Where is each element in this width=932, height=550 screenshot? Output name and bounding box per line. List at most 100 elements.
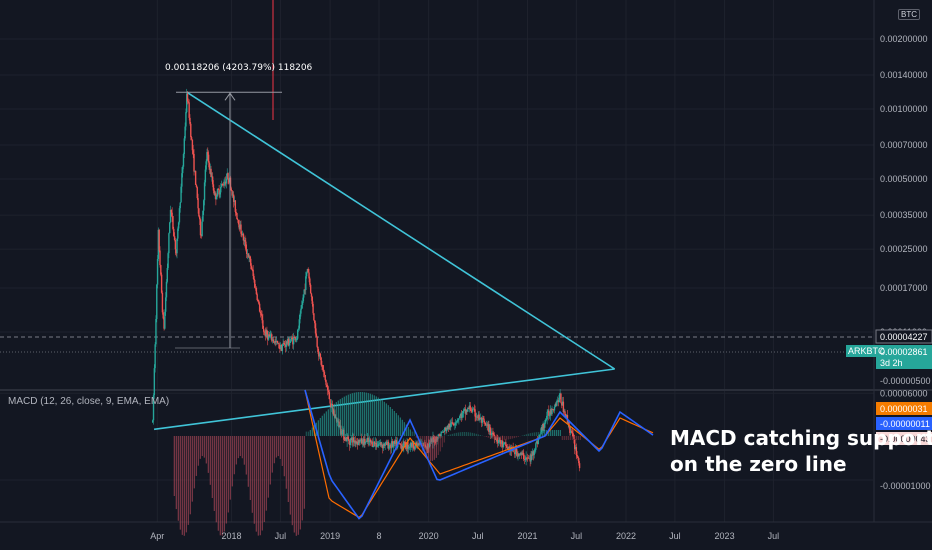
histogram-bar [397, 415, 399, 436]
candle-body [245, 241, 247, 250]
candle-body [533, 450, 535, 456]
candle-body [366, 437, 369, 441]
histogram-bar [301, 436, 303, 521]
histogram-bar [501, 436, 503, 440]
histogram-bar [463, 432, 465, 436]
candle-body [195, 184, 198, 188]
histogram-bar [499, 436, 501, 440]
candle-body [374, 442, 377, 444]
histogram-bar [421, 436, 423, 452]
histogram-bar [343, 396, 345, 436]
candle-body [484, 422, 487, 426]
candle-body [381, 445, 383, 446]
candle-body [442, 431, 445, 433]
histogram-bar [527, 433, 529, 436]
candle-body [469, 405, 471, 410]
candle-body [544, 419, 547, 423]
candle-body [180, 186, 182, 203]
level-tag-text: 0.00004227 [880, 332, 928, 342]
candle-body [284, 344, 286, 345]
histogram-bar [493, 436, 495, 440]
candle-body [503, 442, 505, 444]
candle-body [529, 458, 531, 462]
candle-body [288, 342, 291, 346]
price-tick-label: 0.00100000 [880, 104, 928, 114]
candle-body [279, 348, 281, 350]
annotation-line-1: MACD catching support [670, 426, 932, 450]
candle-body [363, 438, 365, 445]
candle-body [411, 442, 413, 447]
candle-body [296, 338, 298, 340]
candle-body [278, 343, 280, 349]
candle-body [251, 269, 254, 270]
trendline-upper [186, 91, 616, 370]
candle-body [541, 427, 544, 431]
candle-body [271, 334, 273, 341]
candle-body [450, 422, 452, 428]
candle-body [250, 258, 252, 266]
histogram-bar [457, 432, 459, 436]
histogram-bar [531, 432, 533, 436]
candle-body [362, 439, 365, 445]
histogram-bar [453, 433, 455, 436]
time-tick-label: 2022 [616, 531, 636, 541]
histogram-bar [311, 427, 313, 436]
candle-body [310, 293, 313, 297]
candle-body [235, 211, 237, 214]
annotation-notes: MACD catching support on the zero line [670, 426, 932, 476]
candle-body [177, 228, 179, 239]
candle-body [249, 256, 251, 259]
candle-body [477, 414, 480, 418]
candle-body [325, 380, 327, 385]
candle-body [422, 443, 424, 446]
candle-body [480, 417, 482, 419]
candle-body [349, 438, 352, 446]
candle-body [436, 436, 438, 441]
candle-body [360, 438, 363, 444]
candle-body [507, 446, 509, 449]
candle-body [483, 418, 485, 423]
candle-body [266, 330, 268, 335]
time-tick-label: Apr [150, 531, 164, 541]
time-tick-label: 2018 [222, 531, 242, 541]
candle-body [175, 249, 177, 254]
histogram-bar [567, 436, 569, 440]
candle-body [453, 424, 455, 425]
price-axis[interactable]: 0.00200000 0.00140000 0.00100000 0.00070000… [846, 34, 932, 398]
candle-body [253, 275, 255, 280]
candle-body [285, 341, 288, 347]
candle-body [357, 439, 360, 445]
currency-badge[interactable]: BTC [898, 9, 920, 20]
histogram-bar [235, 436, 237, 465]
histogram-bar [189, 436, 191, 515]
candle-body [416, 442, 418, 447]
macd-title[interactable]: MACD (12, 26, close, 9, EMA, EMA) [8, 396, 170, 407]
histogram-bar [437, 436, 439, 456]
candle-body [370, 441, 373, 443]
candle-body [156, 258, 159, 285]
candle-body [347, 437, 349, 440]
candle-body [202, 210, 204, 222]
macd-axis[interactable]: 0.00000031 -0.00000011 -0.00000043 -0.00001… [876, 402, 932, 491]
candle-body [207, 154, 210, 163]
candle-body [318, 353, 321, 357]
candle-body [289, 340, 292, 343]
macd-value-tag [876, 432, 932, 445]
histogram-bar [423, 436, 425, 456]
candle-body [394, 440, 396, 444]
candle-body [184, 126, 186, 139]
candle-body [169, 209, 172, 223]
candle-body [369, 439, 371, 442]
histogram-bar [231, 436, 233, 487]
histogram-bar [449, 434, 451, 436]
candle-body [267, 334, 270, 340]
candle-body [230, 188, 232, 191]
time-axis[interactable]: Apr 2018 Jul 2019 8 2020 Jul 2021 Jul 2022 Jul 2023… [150, 531, 779, 541]
candle-body [505, 446, 508, 448]
histogram-bar [491, 436, 493, 439]
candle-body [269, 336, 271, 337]
price-tick-label: -0.00000500 [880, 376, 931, 386]
histogram-bar [175, 436, 177, 510]
histogram-bar [487, 436, 489, 438]
candle-body [467, 408, 470, 409]
